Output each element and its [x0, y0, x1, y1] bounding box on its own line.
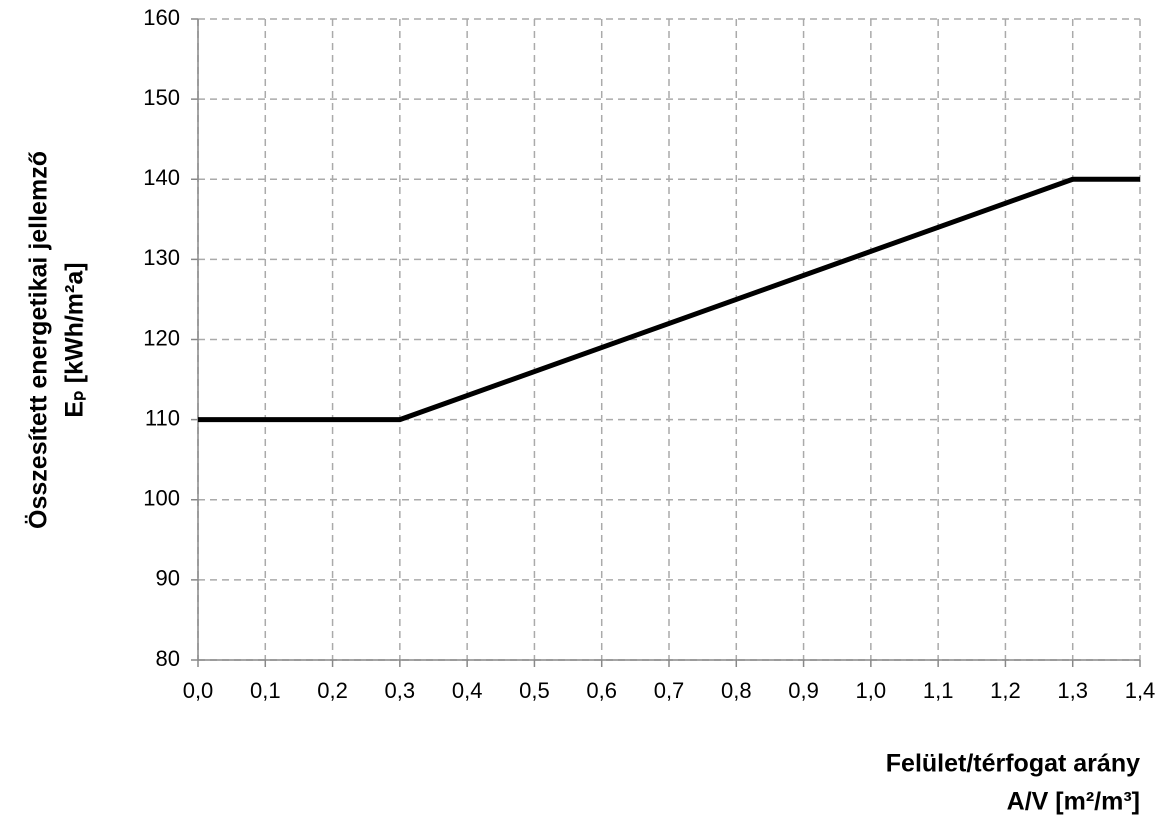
y-tick-label: 100	[143, 486, 180, 511]
x-tick-label: 0,2	[317, 678, 348, 703]
x-title-line: Felület/térfogat arány	[886, 750, 1140, 778]
x-tick-label: 1,0	[856, 678, 887, 703]
x-tick-label: 0,1	[250, 678, 281, 703]
x-tick-label: 1,4	[1125, 678, 1156, 703]
y-tick-label: 80	[156, 646, 180, 671]
y-tick-label: 110	[145, 405, 180, 430]
y-title-line: Összesített energetikai jellemző	[24, 151, 53, 529]
x-tick-label: 0,7	[654, 678, 685, 703]
x-tick-label: 1,1	[923, 678, 954, 703]
y-axis-title: Összesített energetikai jellemző Eₚ [kWh…	[24, 151, 89, 529]
y-tick-label: 150	[143, 85, 180, 110]
y-tick-label: 160	[143, 5, 180, 30]
y-title-line: Eₚ [kWh/m²a]	[61, 262, 89, 417]
x-tick-label: 0,9	[788, 678, 819, 703]
x-title-line: A/V [m²/m³]	[1007, 788, 1140, 816]
x-tick-label: 1,3	[1057, 678, 1088, 703]
y-tick-label: 90	[156, 566, 180, 591]
y-tick-label: 120	[143, 325, 180, 350]
x-tick-label: 0,3	[385, 678, 416, 703]
x-tick-label: 0,6	[586, 678, 617, 703]
x-tick-label: 1,2	[990, 678, 1021, 703]
y-tick-label: 130	[143, 245, 180, 270]
x-tick-label: 0,5	[519, 678, 550, 703]
y-tick-label: 140	[143, 165, 180, 190]
x-tick-label: 0,8	[721, 678, 752, 703]
x-tick-label: 0,0	[183, 678, 214, 703]
data-line	[198, 176, 1140, 423]
x-tick-label: 0,4	[452, 678, 483, 703]
